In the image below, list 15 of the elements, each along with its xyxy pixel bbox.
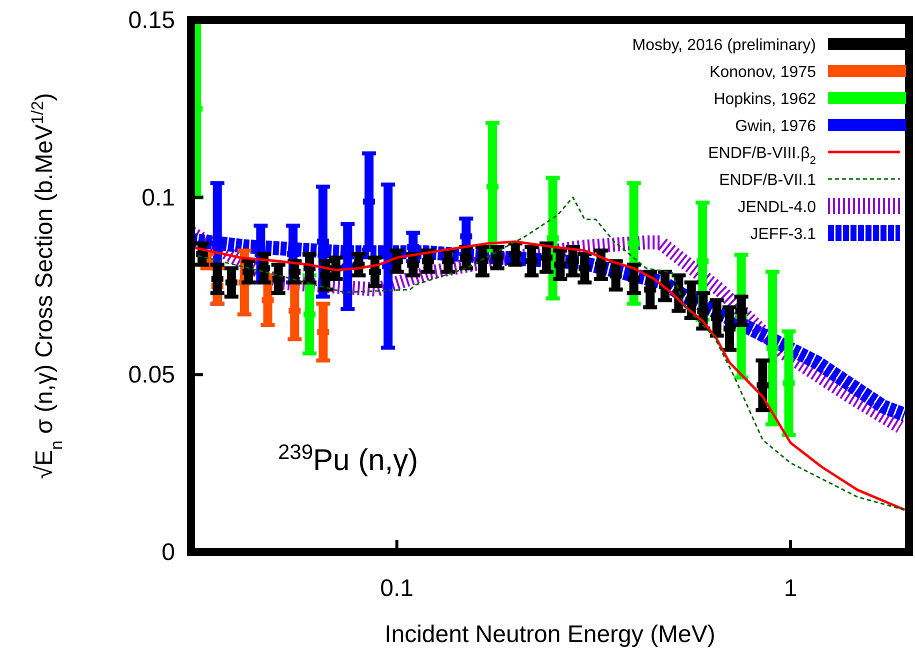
- legend-label: Mosby, 2016 (preliminary): [632, 37, 816, 54]
- legend-label: Kononov, 1975: [710, 64, 816, 81]
- x-axis-title: Incident Neutron Energy (MeV): [384, 621, 716, 648]
- legend-label: JENDL-4.0: [738, 199, 816, 216]
- legend-label: Hopkins, 1962: [714, 91, 816, 108]
- y-tick-label: 0.1: [142, 184, 175, 212]
- legend-label: ENDF/B-VII.1: [719, 172, 816, 189]
- y-tick-label: 0: [162, 539, 175, 566]
- y-tick-label: 0.15: [128, 7, 175, 34]
- x-tick-label: 1: [784, 575, 798, 602]
- y-tick-label: 0.05: [128, 362, 175, 389]
- legend-label: JEFF-3.1: [750, 226, 816, 243]
- legend-label: Gwin, 1976: [735, 118, 816, 135]
- legend-label: ENDF/B-VIII.β$_{2}$: [708, 145, 816, 167]
- annotation: $^{239}$Pu (n,γ): [278, 440, 418, 477]
